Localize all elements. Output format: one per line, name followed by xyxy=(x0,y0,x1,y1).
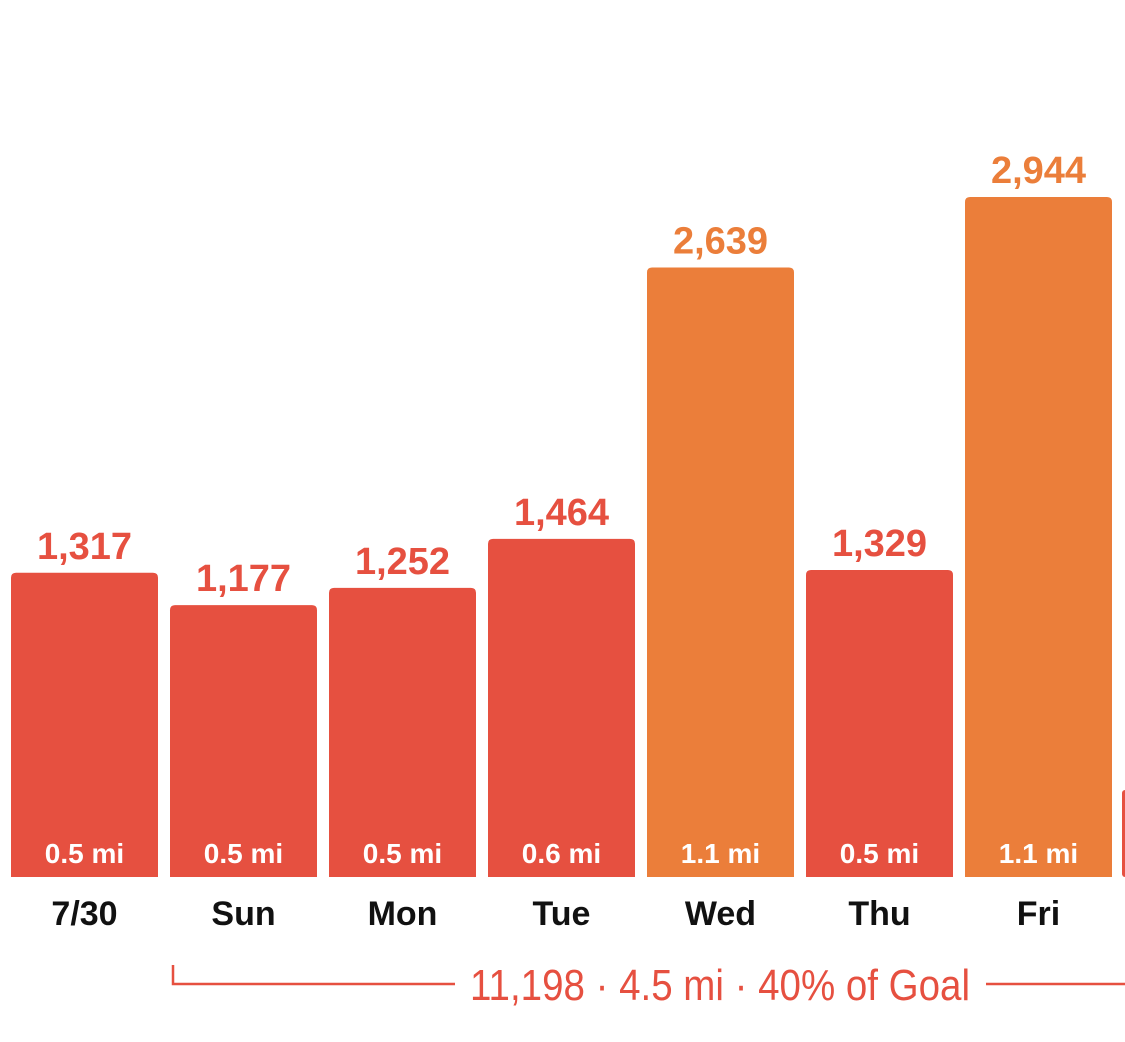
bar-distance-label: 1.1 mi xyxy=(681,838,760,869)
bar-distance-label: 0.5 mi xyxy=(840,838,919,869)
x-tick-label: Fri xyxy=(1017,895,1060,933)
bar-distance-label: 0.5 mi xyxy=(45,838,124,869)
next-bar-partial xyxy=(1122,790,1125,877)
x-tick-label: Thu xyxy=(848,895,910,933)
bar-value-label: 1,177 xyxy=(196,558,291,600)
bar-sun[interactable] xyxy=(170,605,317,877)
bar-value-label: 1,464 xyxy=(514,492,609,534)
summary-bracket: 11,198 · 4.5 mi · 40% of Goal xyxy=(171,961,1125,1010)
x-tick-label: Sun xyxy=(211,895,275,933)
x-tick-label: Mon xyxy=(368,895,438,933)
x-tick-label: Tue xyxy=(533,895,591,933)
day-labels-group: 7/30 Sun Mon Tue Wed Thu Fri xyxy=(51,895,1060,933)
value-labels-group: 1,317 1,177 1,252 1,464 2,639 1,329 2,944 xyxy=(37,150,1086,600)
bar-thu[interactable] xyxy=(806,570,953,877)
bar-7-30[interactable] xyxy=(11,572,158,877)
bar-wed[interactable] xyxy=(647,267,794,877)
bar-mon[interactable] xyxy=(329,587,476,877)
distance-labels-group: 0.5 mi 0.5 mi 0.5 mi 0.6 mi 1.1 mi 0.5 mi 1.1 … xyxy=(45,838,1078,869)
weekly-summary: 11,198 · 4.5 mi · 40% of Goal xyxy=(470,961,970,1010)
bars-group xyxy=(11,197,1112,877)
bar-distance-label: 0.5 mi xyxy=(363,838,442,869)
bar-distance-label: 1.1 mi xyxy=(999,838,1078,869)
bar-value-label: 1,252 xyxy=(355,541,450,583)
bar-tue[interactable] xyxy=(488,538,635,877)
bar-value-label: 1,317 xyxy=(37,526,132,568)
x-tick-label: Wed xyxy=(685,895,756,933)
bar-distance-label: 0.5 mi xyxy=(204,838,283,869)
bar-value-label: 2,639 xyxy=(673,220,768,262)
x-tick-label: 7/30 xyxy=(51,895,117,933)
bar-value-label: 1,329 xyxy=(832,523,927,565)
bar-value-label: 2,944 xyxy=(991,150,1086,192)
bar-distance-label: 0.6 mi xyxy=(522,838,601,869)
bracket-left-line xyxy=(171,965,455,986)
bar-fri[interactable] xyxy=(965,197,1112,877)
